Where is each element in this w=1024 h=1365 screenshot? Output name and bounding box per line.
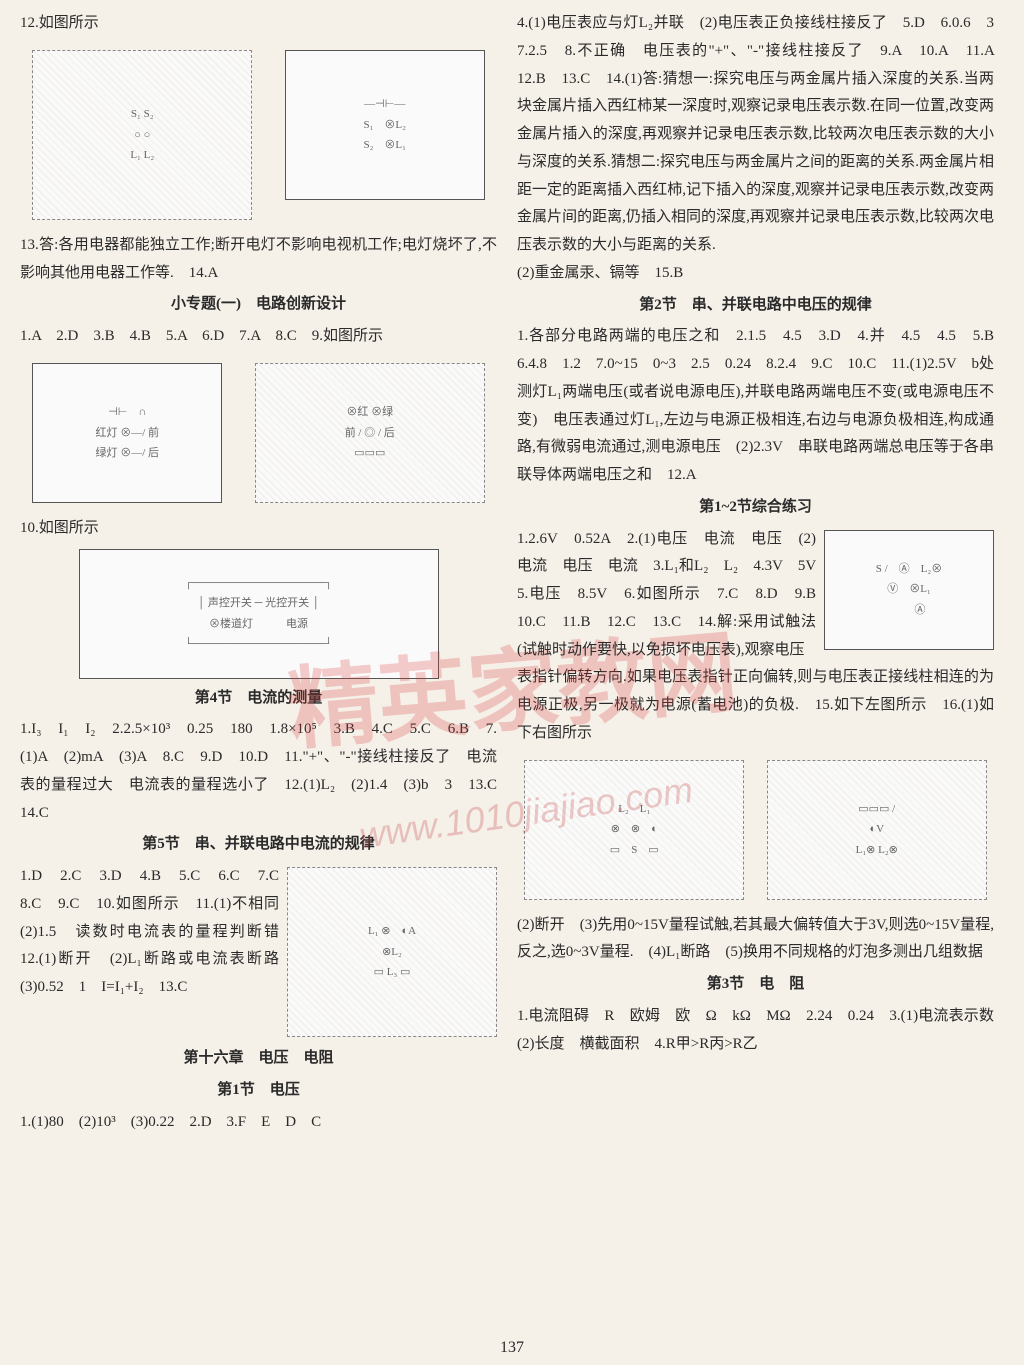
q10-heading: 10.如图所示 xyxy=(20,515,497,543)
topic1-title: 小专题(一) 电路创新设计 xyxy=(20,291,497,319)
q12-diagram-schematic: —⊣⊢—S₁ ⊗L₂S₂ ⊗L₁ xyxy=(285,50,485,200)
diagram-label: ┌─────────────────┐│ 声控开关 ─ 光控开关 │⊗楼道灯 电… xyxy=(184,573,332,654)
diagram-label: S₁ S₂○ ○L₁ L₂ xyxy=(130,104,154,165)
q13-text: 13.答:各用电器都能独立工作;断开电灯不影响电视机工作;电灯烧坏了,不影响其他… xyxy=(20,232,497,288)
diagram-label: L₂ L₁⊗ ⊗ ◐▭ S ▭ xyxy=(610,799,659,860)
sec16-1-title: 第1节 电压 xyxy=(20,1077,497,1105)
page-container: 12.如图所示 S₁ S₂○ ○L₁ L₂ —⊣⊢—S₁ ⊗L₂S₂ ⊗L₁ 1… xyxy=(0,0,1024,1340)
diagram-label: —⊣⊢—S₁ ⊗L₂S₂ ⊗L₁ xyxy=(363,94,406,155)
diagram-label: ⊗红 ⊗绿前 / ◎ / 后▭▭▭ xyxy=(345,402,395,463)
diagram-label: L₁ ⊗ ◐A⊗L₂▭ L₃ ▭ xyxy=(368,921,416,982)
diagram-label: S / Ⓐ L₂⊗Ⓥ ⊗L₁ Ⓐ xyxy=(876,559,942,620)
diagram-label: ▭▭▭ /◐VL₁⊗ L₂⊗ xyxy=(856,799,898,860)
sec5-title: 第5节 串、并联电路中电流的规律 xyxy=(20,831,497,859)
sec12-diagram-right: ▭▭▭ /◐VL₁⊗ L₂⊗ xyxy=(767,760,987,900)
sec12-text-b: 表指针偏转方向.如果电压表指针正向偏转,则与电压表正接线柱相连的为电源正极,另一… xyxy=(517,664,994,747)
q9-diagrams: ⊣⊢ ∩红灯 ⊗—/ 前绿灯 ⊗—/ 后 ⊗红 ⊗绿前 / ◎ / 后▭▭▭ xyxy=(20,357,497,509)
sec12-diagram: S / Ⓐ L₂⊗Ⓥ ⊗L₁ Ⓐ xyxy=(824,530,994,650)
q12-diagrams: S₁ S₂○ ○L₁ L₂ —⊣⊢—S₁ ⊗L₂S₂ ⊗L₁ xyxy=(20,44,497,226)
page-number: 137 xyxy=(0,1339,1024,1357)
q9-diagram-right: ⊗红 ⊗绿前 / ◎ / 后▭▭▭ xyxy=(255,363,485,503)
sec4-text: 1.I₃ I₁ I₂ 2.2.5×10³ 0.25 180 1.8×10⁵ 3.… xyxy=(20,716,497,827)
sec12-text-c: (2)断开 (3)先用0~15V量程试触,若其最大偏转值大于3V,则选0~15V… xyxy=(517,912,994,968)
right-column: 4.(1)电压表应与灯L₂并联 (2)电压表正负接线柱接反了 5.D 6.0.6… xyxy=(517,10,994,1330)
sec12-title: 第1~2节综合练习 xyxy=(517,494,994,522)
sec4-title: 第4节 电流的测量 xyxy=(20,685,497,713)
ch16-title: 第十六章 电压 电阻 xyxy=(20,1045,497,1073)
q9-diagram-left: ⊣⊢ ∩红灯 ⊗—/ 前绿灯 ⊗—/ 后 xyxy=(32,363,222,503)
diagram-label: ⊣⊢ ∩红灯 ⊗—/ 前绿灯 ⊗—/ 后 xyxy=(95,402,159,463)
q12-heading: 12.如图所示 xyxy=(20,10,497,38)
q10-diagram: ┌─────────────────┐│ 声控开关 ─ 光控开关 │⊗楼道灯 电… xyxy=(79,549,439,679)
sec2-text: 1.各部分电路两端的电压之和 2.1.5 4.5 3.D 4.并 4.5 4.5… xyxy=(517,323,994,490)
sec16-1-text: 1.(1)80 (2)10³ (3)0.22 2.D 3.F E D C xyxy=(20,1109,497,1137)
left-column: 12.如图所示 S₁ S₂○ ○L₁ L₂ —⊣⊢—S₁ ⊗L₂S₂ ⊗L₁ 1… xyxy=(20,10,497,1330)
sec12-diagram-left: L₂ L₁⊗ ⊗ ◐▭ S ▭ xyxy=(524,760,744,900)
topic1-answers: 1.A 2.D 3.B 4.B 5.A 6.D 7.A 8.C 9.如图所示 xyxy=(20,323,497,351)
right-p1: 4.(1)电压表应与灯L₂并联 (2)电压表正负接线柱接反了 5.D 6.0.6… xyxy=(517,10,994,260)
sec2-title: 第2节 串、并联电路中电压的规律 xyxy=(517,292,994,320)
q12-diagram-physical: S₁ S₂○ ○L₁ L₂ xyxy=(32,50,252,220)
sec3-title: 第3节 电 阻 xyxy=(517,971,994,999)
sec3-text: 1.电流阻碍 R 欧姆 欧 Ω kΩ MΩ 2.24 0.24 3.(1)电流表… xyxy=(517,1003,994,1059)
right-p2: (2)重金属汞、镉等 15.B xyxy=(517,260,994,288)
sec5-diagram: L₁ ⊗ ◐A⊗L₂▭ L₃ ▭ xyxy=(287,867,497,1037)
sec12-diagrams2: L₂ L₁⊗ ⊗ ◐▭ S ▭ ▭▭▭ /◐VL₁⊗ L₂⊗ xyxy=(517,754,994,906)
